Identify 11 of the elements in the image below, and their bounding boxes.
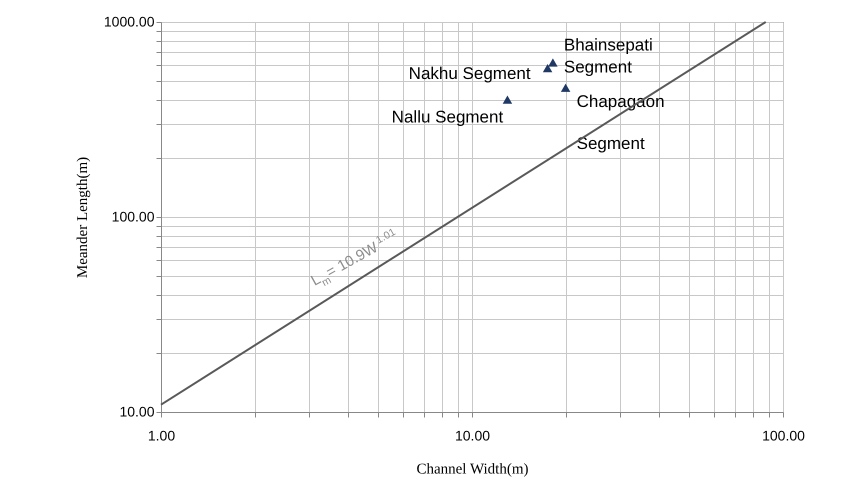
y-axis-title: Meander Length(m) bbox=[74, 156, 91, 278]
x-tick-label: 1.00 bbox=[148, 428, 176, 444]
y-tick-label: 100.00 bbox=[112, 208, 155, 224]
series-label: Bhainsepati Segment bbox=[564, 35, 653, 76]
y-tick-label: 1000.00 bbox=[104, 14, 155, 30]
x-tick-label: 10.00 bbox=[454, 428, 490, 444]
series-label: Nakhu Segment bbox=[408, 64, 531, 84]
x-tick-label: 100.00 bbox=[762, 428, 806, 444]
series-label: Nallu Segment bbox=[392, 108, 504, 127]
x-axis-title: Channel Width(m) bbox=[416, 462, 529, 478]
y-tick-label: 10.00 bbox=[119, 404, 155, 420]
